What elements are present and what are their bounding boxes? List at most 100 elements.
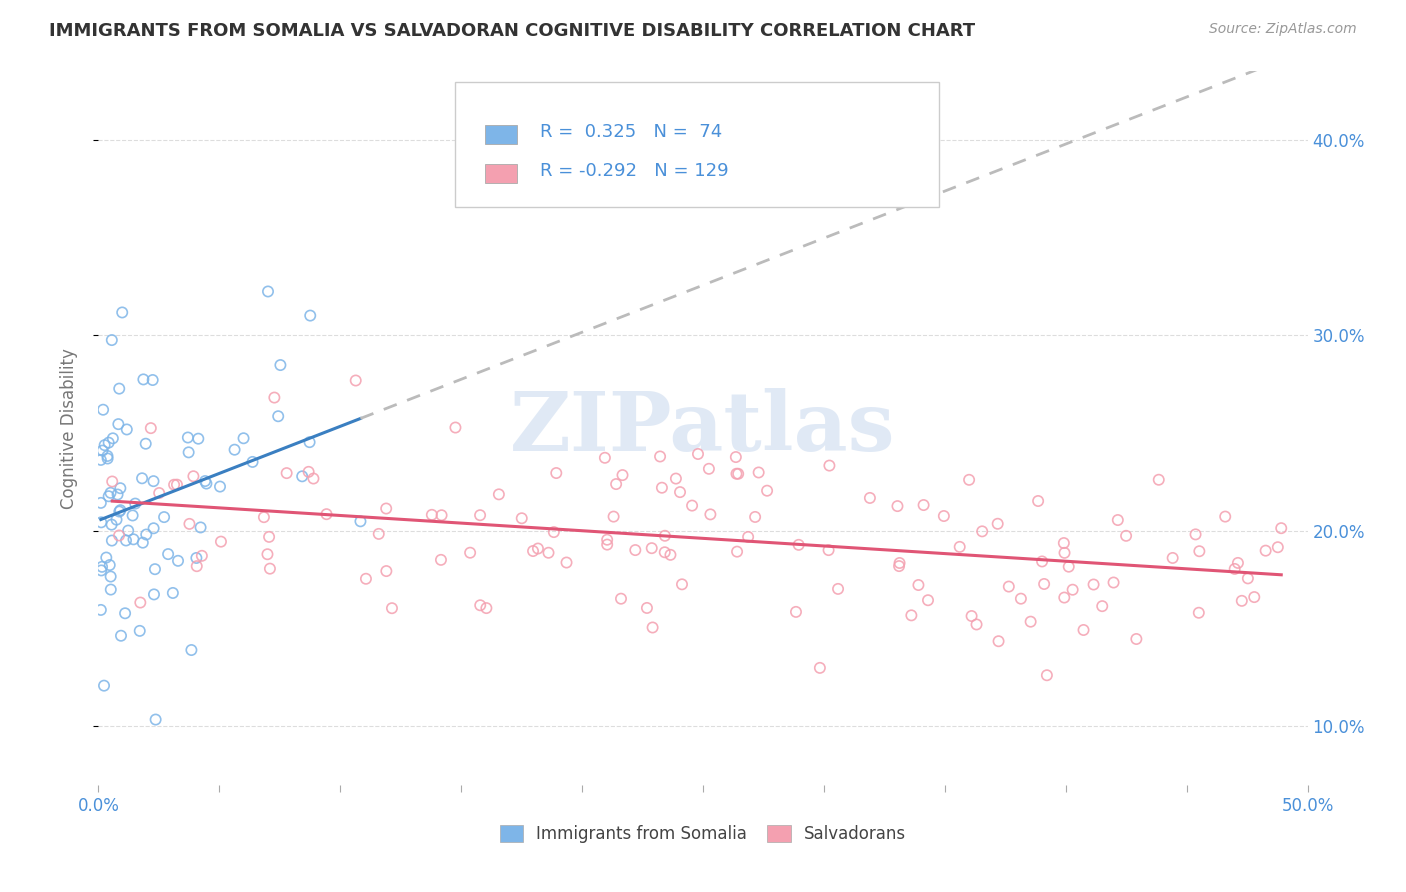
Point xyxy=(101,333,124,347)
Point xyxy=(291,469,314,483)
Point xyxy=(90,496,112,510)
Point xyxy=(98,558,121,572)
Point xyxy=(143,562,166,576)
Point xyxy=(697,462,720,476)
Point xyxy=(1053,591,1076,605)
Point xyxy=(349,514,371,528)
Point xyxy=(111,305,134,319)
Point xyxy=(91,443,114,458)
Point xyxy=(748,466,770,480)
Point xyxy=(100,485,122,500)
Point xyxy=(596,533,619,547)
Point xyxy=(932,509,955,524)
Point xyxy=(488,487,510,501)
Point xyxy=(681,499,703,513)
Point xyxy=(107,487,129,501)
Point xyxy=(458,546,481,560)
Point xyxy=(527,541,550,556)
Point xyxy=(257,285,280,299)
Point xyxy=(957,473,980,487)
Point xyxy=(100,517,122,532)
Point xyxy=(510,511,533,525)
Point xyxy=(1243,590,1265,604)
Point xyxy=(1010,591,1032,606)
Point xyxy=(224,442,246,457)
Point xyxy=(470,599,492,613)
Point xyxy=(96,550,118,565)
Point xyxy=(132,535,155,549)
Point xyxy=(276,466,298,480)
Point xyxy=(90,563,112,577)
Point xyxy=(654,529,676,543)
Point xyxy=(430,553,453,567)
Point xyxy=(787,538,810,552)
Point xyxy=(624,543,647,558)
Point xyxy=(269,358,291,372)
Point xyxy=(259,562,281,576)
Point xyxy=(1033,577,1056,591)
Point xyxy=(90,516,112,530)
Point xyxy=(543,525,565,540)
Point xyxy=(100,582,122,597)
Point xyxy=(1223,562,1246,576)
Point xyxy=(101,431,124,445)
Point xyxy=(997,580,1019,594)
Point xyxy=(91,559,114,574)
Point xyxy=(596,538,619,552)
Point xyxy=(97,489,120,503)
Point xyxy=(93,438,115,452)
Point xyxy=(256,547,278,561)
Point xyxy=(756,483,779,498)
Point xyxy=(1184,527,1206,541)
Point xyxy=(186,559,208,574)
Point xyxy=(190,520,212,534)
Point xyxy=(1161,551,1184,566)
Point xyxy=(142,373,165,387)
Point xyxy=(110,629,132,643)
Point xyxy=(148,486,170,500)
Text: R =  0.325   N =  74: R = 0.325 N = 74 xyxy=(540,123,723,141)
Point xyxy=(972,524,994,539)
Point xyxy=(1031,554,1053,568)
Point xyxy=(641,541,664,556)
Text: Source: ZipAtlas.com: Source: ZipAtlas.com xyxy=(1209,22,1357,37)
Point xyxy=(122,533,145,547)
Point xyxy=(987,516,1010,531)
Point xyxy=(124,497,146,511)
Point xyxy=(537,546,560,560)
Point xyxy=(1125,632,1147,646)
Point xyxy=(186,551,208,566)
Point xyxy=(669,485,692,500)
Point xyxy=(612,468,634,483)
Point xyxy=(90,453,112,467)
Point xyxy=(1026,494,1049,508)
Point xyxy=(145,713,167,727)
Point xyxy=(641,620,664,634)
Point xyxy=(142,521,165,535)
Point xyxy=(1147,473,1170,487)
Point xyxy=(177,445,200,459)
Point xyxy=(468,508,491,523)
Point xyxy=(114,607,136,621)
Point xyxy=(381,601,404,615)
Point xyxy=(654,545,676,559)
Point xyxy=(142,474,165,488)
Point xyxy=(139,421,162,435)
Point xyxy=(187,432,209,446)
Point xyxy=(1188,606,1211,620)
Point xyxy=(100,569,122,583)
Point xyxy=(115,533,138,548)
Point xyxy=(966,617,988,632)
Point xyxy=(344,374,367,388)
Point xyxy=(671,577,693,591)
Y-axis label: Cognitive Disability: Cognitive Disability xyxy=(59,348,77,508)
Point xyxy=(1062,582,1084,597)
Point xyxy=(299,309,322,323)
Point xyxy=(375,564,398,578)
Point xyxy=(298,435,321,450)
Point xyxy=(610,591,633,606)
Point xyxy=(522,544,544,558)
Point xyxy=(699,508,721,522)
Point xyxy=(110,481,132,495)
Point xyxy=(91,402,114,417)
